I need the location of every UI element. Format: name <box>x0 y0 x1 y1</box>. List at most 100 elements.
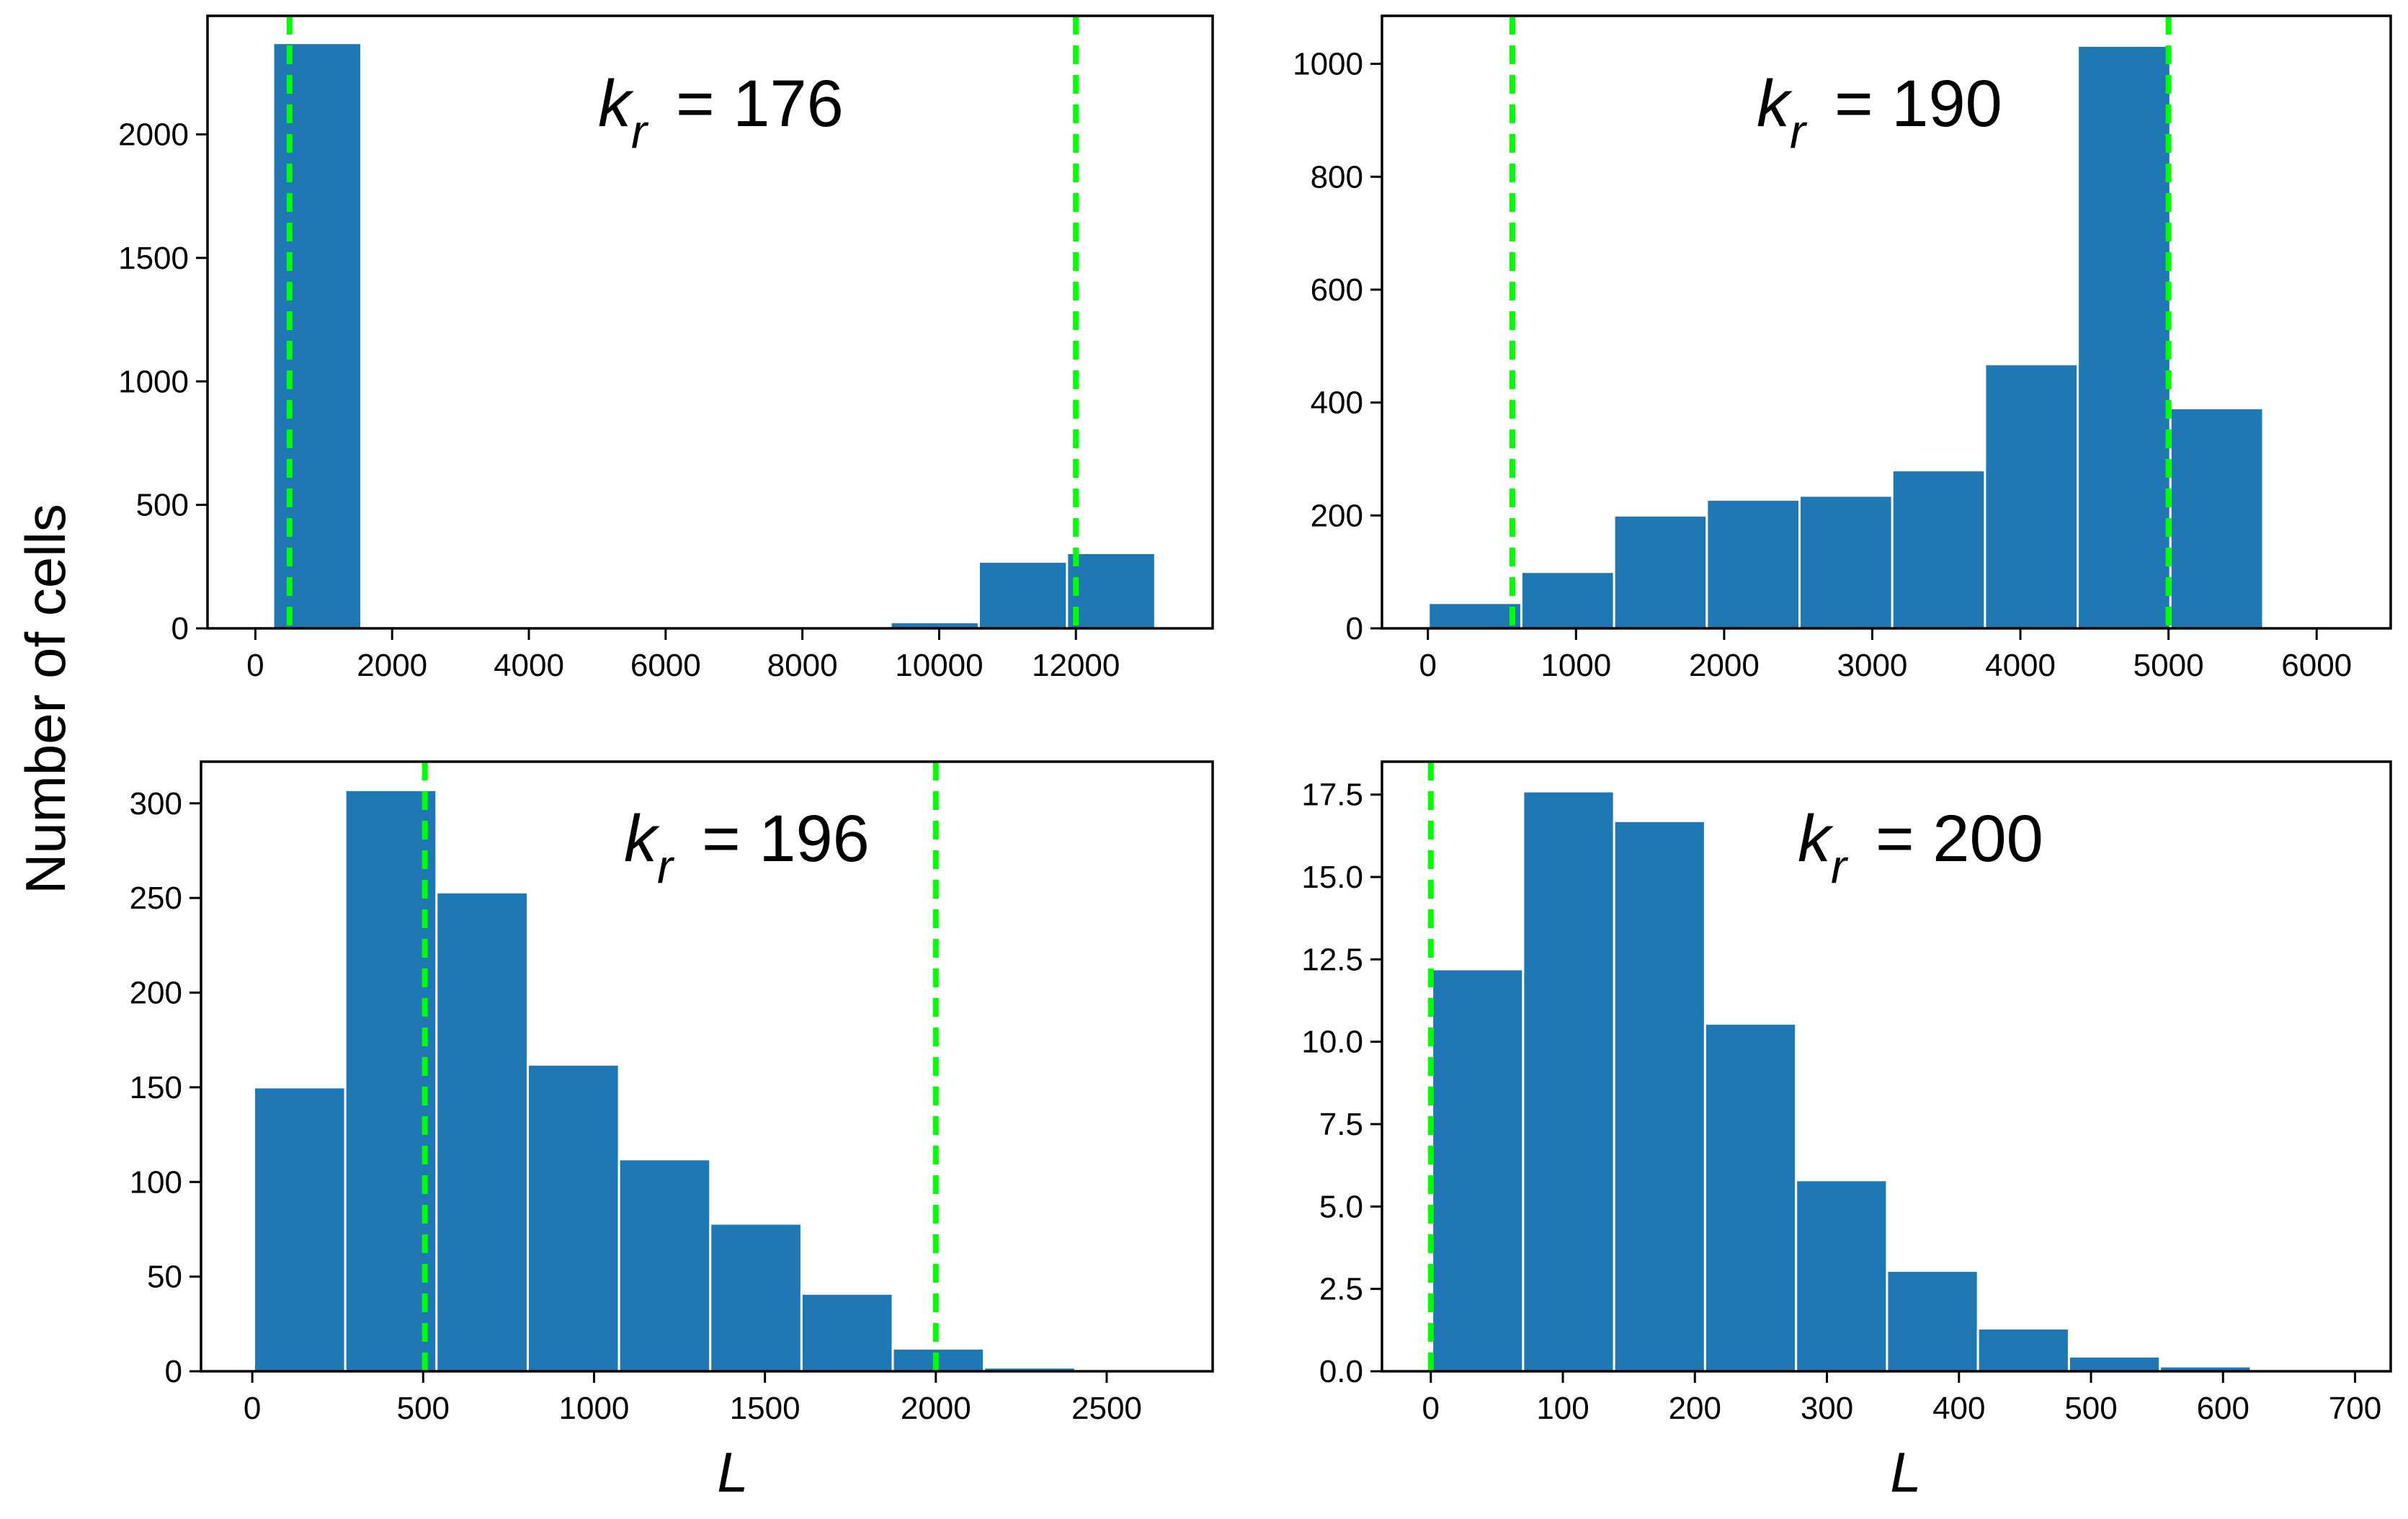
x-tick-label: 8000 <box>767 648 838 683</box>
y-tick-label: 500 <box>136 488 189 523</box>
y-tick-label: 12.5 <box>1301 942 1363 977</box>
x-tick-label: 10000 <box>895 648 983 683</box>
histogram-bar <box>977 560 1069 630</box>
y-tick-label: 250 <box>130 881 182 916</box>
histogram-bar <box>2077 45 2172 630</box>
panel-kr-200: 0 100 200 300 400 500 600 700 0.0 2.5 5.0 7.5 10.0 12… <box>1301 760 2392 1504</box>
histogram-bar <box>1703 1023 1798 1373</box>
x-tick-label: 6000 <box>2281 648 2352 683</box>
x-tick-label: 1000 <box>559 1391 630 1426</box>
histogram-bar <box>617 1158 712 1373</box>
x-tick-label: 0 <box>1422 1391 1440 1426</box>
x-tick-label: 500 <box>2064 1391 2117 1426</box>
histogram-bar <box>1795 1179 1889 1373</box>
histogram-bar <box>526 1063 620 1373</box>
histogram-bar <box>1613 514 1708 630</box>
axes-frame <box>206 14 1214 630</box>
kr-subscript: r <box>631 104 649 158</box>
x-tick-label: 3000 <box>1837 648 1908 683</box>
y-tick-label: 50 <box>147 1260 182 1295</box>
x-tick-label: 12000 <box>1032 648 1120 683</box>
panel-kr-176: 0 2000 4000 6000 8000 10000 12000 0 500 1000 1500 2… <box>118 14 1214 683</box>
kr-symbol: k <box>598 67 634 141</box>
y-tick-label: 0 <box>165 1354 182 1389</box>
kr-symbol: k <box>1757 67 1793 141</box>
y-tick-label: 10.0 <box>1301 1025 1363 1060</box>
y-tick-label: 300 <box>130 786 182 821</box>
kr-subscript: r <box>1831 839 1849 893</box>
y-tick-label: 0 <box>171 611 189 646</box>
histogram-bar <box>1613 819 1706 1373</box>
kr-subscript: r <box>657 839 675 893</box>
x-tick-label: 100 <box>1536 1391 1589 1426</box>
histogram-bar <box>800 1292 894 1373</box>
y-tick-label: 100 <box>130 1164 182 1200</box>
histogram-bar <box>1984 362 2079 630</box>
histogram-bar <box>1976 1327 2070 1373</box>
x-tick-label: 4000 <box>1985 648 2056 683</box>
x-tick-label: 0 <box>244 1391 261 1426</box>
histogram-bars <box>1427 45 2358 630</box>
axes-frame <box>1381 14 2392 630</box>
y-tick-label: 17.5 <box>1301 778 1363 813</box>
y-tick-label: 2.5 <box>1319 1272 1363 1307</box>
histogram-bar <box>1522 790 1615 1373</box>
x-tick-label: 2500 <box>1071 1391 1142 1426</box>
y-tick-label: 800 <box>1311 159 1363 195</box>
histogram-bar <box>344 788 438 1373</box>
kr-value: = 200 <box>1876 802 2043 876</box>
x-tick-label: 200 <box>1669 1391 1721 1426</box>
axes-frame <box>200 760 1214 1373</box>
histogram-bar <box>1427 602 1522 630</box>
kr-value: = 190 <box>1834 67 2002 141</box>
y-tick-label: 200 <box>1311 498 1363 533</box>
y-tick-label: 2000 <box>118 117 189 153</box>
histogram-bar <box>1520 571 1615 630</box>
histogram-bar <box>435 891 529 1373</box>
histogram-bar <box>1431 968 1525 1373</box>
kr-annotation: kr = 196 <box>624 802 870 893</box>
x-tick-label: 500 <box>397 1391 450 1426</box>
histogram-bar <box>1066 551 1156 630</box>
histogram-bars <box>1431 790 2252 1373</box>
panel-kr-190: 0 1000 2000 3000 4000 5000 6000 0 200 400 600 800 10… <box>1293 14 2392 683</box>
panel-kr-196: 0 500 1000 1500 2000 2500 0 50 100 150 200 250 300 kr… <box>130 760 1214 1504</box>
kr-symbol: k <box>624 802 660 876</box>
histogram-bar <box>1798 494 1894 630</box>
y-tick-label: 0 <box>1346 611 1363 646</box>
x-tick-label: 0 <box>246 648 264 683</box>
y-tick-label: 1500 <box>118 241 189 276</box>
y-tick-label: 5.0 <box>1319 1189 1363 1224</box>
histogram-bar <box>2169 406 2265 630</box>
y-tick-label: 400 <box>1311 386 1363 421</box>
x-tick-label: 6000 <box>630 648 701 683</box>
x-axis-label: L <box>1890 1440 1921 1504</box>
y-tick-label: 7.5 <box>1319 1107 1363 1142</box>
x-tick-label: 400 <box>1932 1391 1985 1426</box>
kr-annotation: kr = 200 <box>1798 802 2043 893</box>
x-tick-label: 2000 <box>901 1391 971 1426</box>
y-tick-label: 1000 <box>118 364 189 399</box>
histogram-bar <box>1705 498 1801 630</box>
histogram-bar <box>1886 1270 1979 1373</box>
y-tick-label: 0.0 <box>1319 1354 1363 1389</box>
x-tick-label: 1500 <box>730 1391 801 1426</box>
histogram-bar <box>272 42 363 630</box>
x-tick-label: 4000 <box>494 648 564 683</box>
y-tick-label: 1000 <box>1293 47 1363 82</box>
y-tick-label: 200 <box>130 976 182 1011</box>
x-axis-label: L <box>717 1440 748 1504</box>
x-tick-label: 0 <box>1419 648 1436 683</box>
x-tick-label: 1000 <box>1540 648 1611 683</box>
histogram-bar <box>253 1086 347 1373</box>
kr-value: = 196 <box>702 802 870 876</box>
y-tick-label: 150 <box>130 1070 182 1105</box>
kr-value: = 176 <box>676 67 844 141</box>
kr-annotation: kr = 190 <box>1757 67 2002 158</box>
histogram-bar <box>1891 469 1986 630</box>
x-tick-label: 700 <box>2329 1391 2381 1426</box>
y-axis-label: Number of cells <box>14 504 77 894</box>
x-tick-label: 5000 <box>2133 648 2204 683</box>
y-tick-label: 600 <box>1311 272 1363 308</box>
